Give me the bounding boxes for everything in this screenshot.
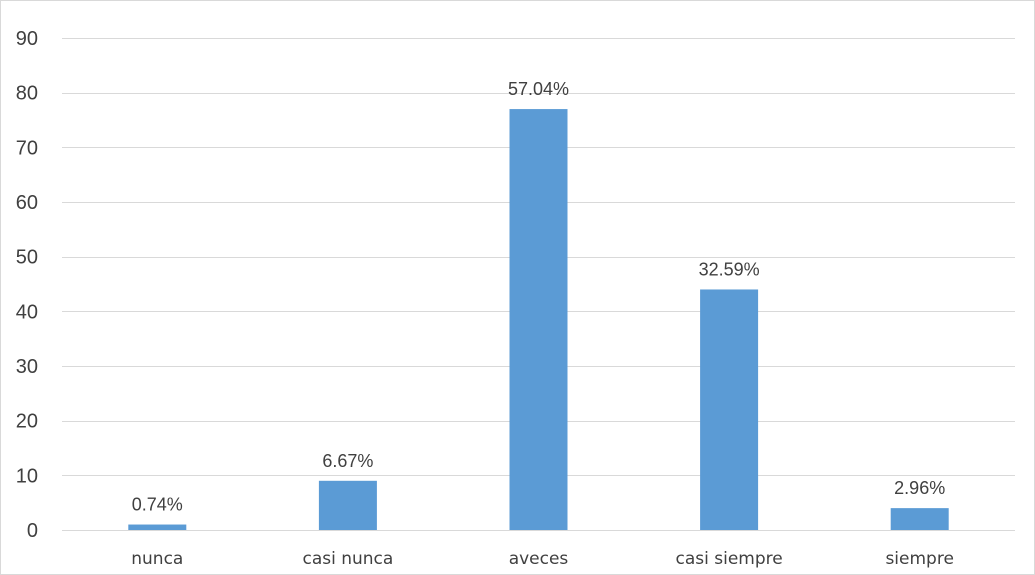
y-tick-label: 10 — [16, 465, 38, 487]
data-label: 57.04% — [508, 79, 569, 99]
data-label: 2.96% — [894, 478, 945, 498]
bar — [509, 109, 568, 531]
x-category-label: casi nunca — [302, 549, 393, 569]
y-tick-label: 40 — [16, 301, 38, 323]
x-category-label: aveces — [509, 549, 569, 569]
y-tick-label: 80 — [16, 83, 38, 105]
bar — [890, 508, 949, 530]
y-tick-label: 0 — [27, 520, 38, 542]
gridlines — [62, 38, 1015, 476]
x-category-label: casi siempre — [675, 549, 782, 569]
data-label: 32.59% — [699, 259, 760, 279]
y-axis-ticks: 0 10 20 30 40 50 60 70 80 90 — [16, 28, 38, 542]
y-tick-label: 20 — [16, 411, 38, 433]
bars — [128, 109, 949, 531]
y-tick-label: 60 — [16, 192, 38, 214]
y-tick-label: 70 — [16, 137, 38, 159]
x-category-label: nunca — [131, 549, 183, 569]
bar — [318, 480, 377, 530]
data-label: 6.67% — [322, 451, 373, 471]
bar — [128, 524, 187, 530]
x-axis-categories: nunca casi nunca aveces casi siempre siempre — [131, 549, 954, 569]
data-label: 0.74% — [132, 495, 183, 515]
bar — [700, 289, 759, 530]
y-tick-label: 50 — [16, 247, 38, 269]
x-category-label: siempre — [885, 549, 953, 569]
y-tick-label: 30 — [16, 356, 38, 378]
y-tick-label: 90 — [16, 28, 38, 50]
data-labels: 0.74% 6.67% 57.04% 32.59% 2.96% — [132, 79, 945, 514]
